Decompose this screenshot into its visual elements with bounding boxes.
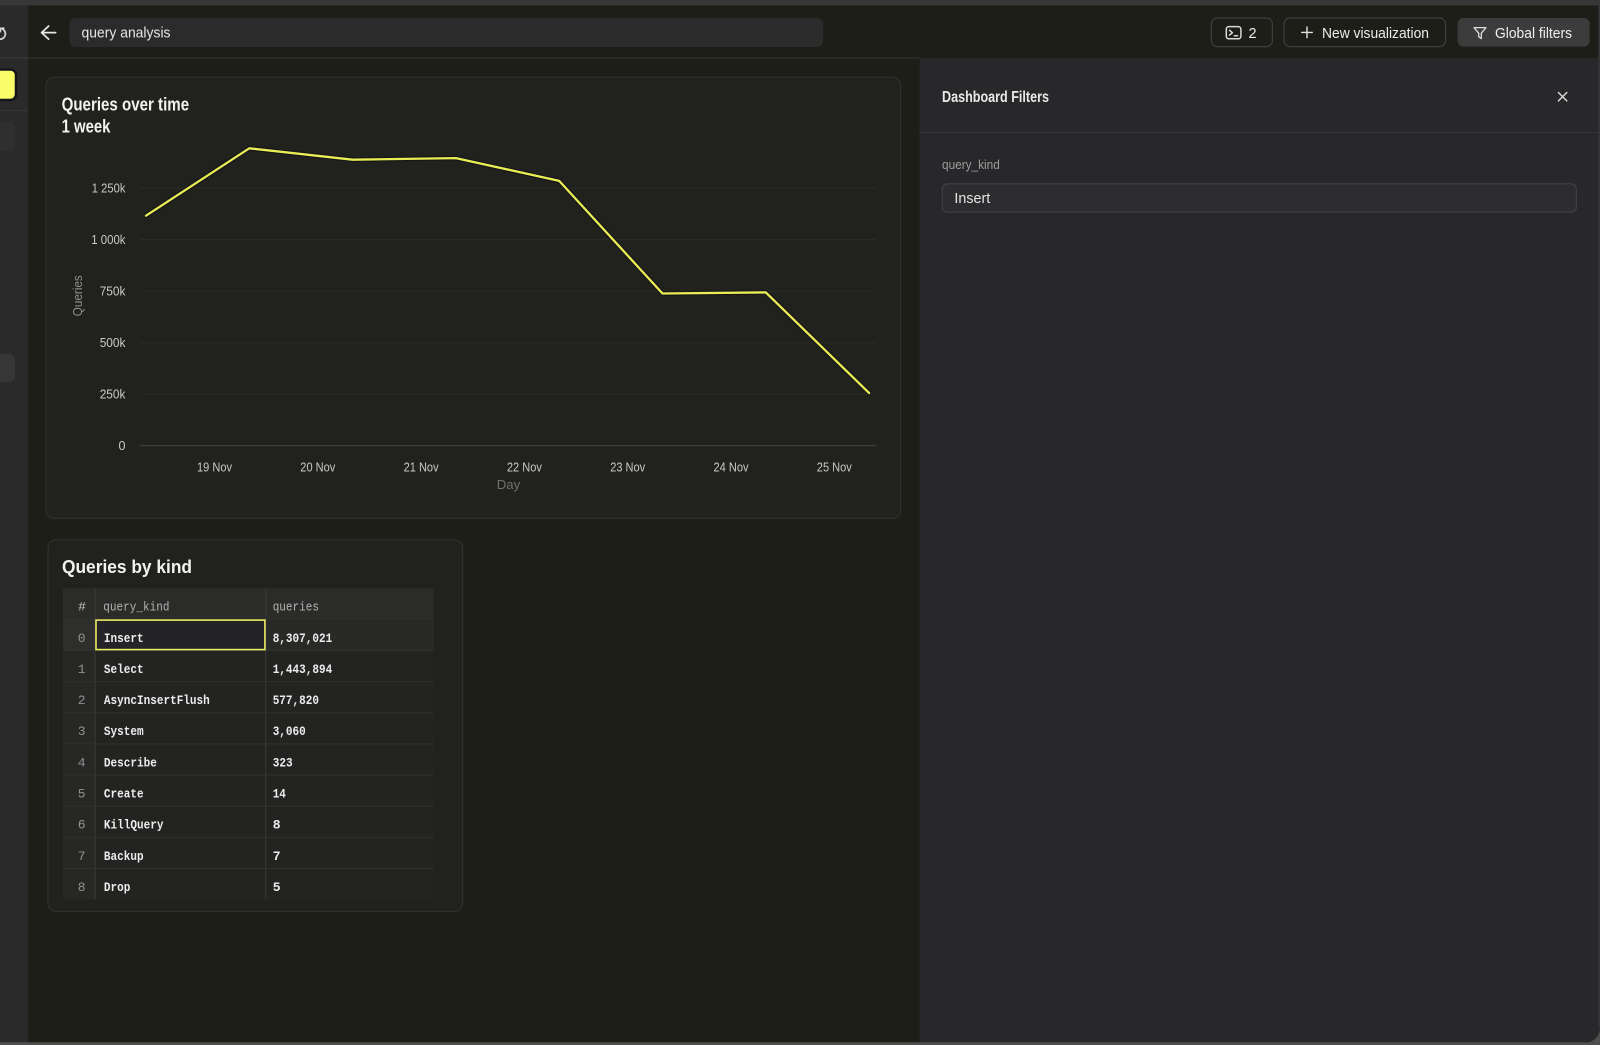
svg-text:query_kind: query_kind bbox=[103, 600, 169, 615]
svg-text:Dashboard Filters: Dashboard Filters bbox=[942, 89, 1049, 106]
svg-text:577,820: 577,820 bbox=[273, 693, 319, 708]
svg-text:23 Nov: 23 Nov bbox=[610, 460, 646, 474]
svg-text:1 000k: 1 000k bbox=[91, 233, 126, 247]
svg-text:Select: Select bbox=[104, 662, 144, 677]
svg-text:20 Nov: 20 Nov bbox=[300, 460, 336, 474]
svg-text:AsyncInsertFlush: AsyncInsertFlush bbox=[104, 693, 210, 708]
svg-text:6: 6 bbox=[78, 818, 86, 833]
svg-text:750k: 750k bbox=[100, 285, 127, 299]
svg-text:0: 0 bbox=[78, 631, 86, 646]
svg-text:8: 8 bbox=[273, 818, 281, 833]
svg-text:1,443,894: 1,443,894 bbox=[273, 662, 333, 677]
svg-text:#: # bbox=[78, 600, 86, 615]
svg-text:14: 14 bbox=[273, 787, 286, 802]
svg-text:24 Nov: 24 Nov bbox=[714, 460, 750, 474]
svg-text:19 Nov: 19 Nov bbox=[197, 460, 233, 474]
svg-text:25 Nov: 25 Nov bbox=[817, 460, 853, 474]
svg-text:Drop: Drop bbox=[104, 880, 131, 895]
svg-text:7: 7 bbox=[273, 849, 281, 864]
svg-text:4: 4 bbox=[78, 755, 86, 770]
svg-text:2: 2 bbox=[78, 693, 86, 708]
svg-text:query analysis: query analysis bbox=[82, 26, 171, 42]
svg-text:323: 323 bbox=[273, 755, 293, 770]
svg-text:Describe: Describe bbox=[104, 755, 157, 770]
svg-text:Insert: Insert bbox=[104, 631, 144, 646]
svg-text:Queries by kind: Queries by kind bbox=[62, 557, 192, 577]
svg-text:query_kind: query_kind bbox=[942, 157, 1000, 172]
svg-text:500k: 500k bbox=[100, 336, 127, 350]
svg-text:8,307,021: 8,307,021 bbox=[273, 631, 333, 646]
svg-text:1 250k: 1 250k bbox=[92, 182, 126, 196]
svg-text:Create: Create bbox=[104, 787, 144, 802]
svg-text:Insert: Insert bbox=[954, 191, 990, 207]
svg-text:0: 0 bbox=[119, 439, 126, 453]
svg-text:Queries over time: Queries over time bbox=[62, 95, 190, 115]
svg-text:1 week: 1 week bbox=[62, 117, 112, 137]
svg-text:7: 7 bbox=[78, 849, 86, 864]
svg-text:21 Nov: 21 Nov bbox=[404, 460, 440, 474]
svg-text:3: 3 bbox=[78, 724, 86, 739]
svg-text:Global filters: Global filters bbox=[1495, 26, 1572, 42]
svg-text:queries: queries bbox=[273, 600, 319, 615]
svg-text:1: 1 bbox=[78, 662, 86, 677]
svg-text:2: 2 bbox=[1249, 26, 1257, 42]
svg-text:5: 5 bbox=[273, 880, 281, 895]
svg-text:Backup: Backup bbox=[104, 849, 144, 864]
svg-text:Queries: Queries bbox=[70, 275, 85, 316]
svg-text:New visualization: New visualization bbox=[1322, 26, 1429, 42]
svg-text:250k: 250k bbox=[100, 388, 127, 402]
svg-text:KillQuery: KillQuery bbox=[104, 818, 164, 833]
svg-text:8: 8 bbox=[78, 880, 86, 895]
svg-text:5: 5 bbox=[78, 787, 86, 802]
svg-text:3,060: 3,060 bbox=[273, 724, 306, 739]
svg-text:Day: Day bbox=[497, 477, 521, 492]
svg-text:System: System bbox=[104, 724, 144, 739]
svg-text:22 Nov: 22 Nov bbox=[507, 460, 543, 474]
